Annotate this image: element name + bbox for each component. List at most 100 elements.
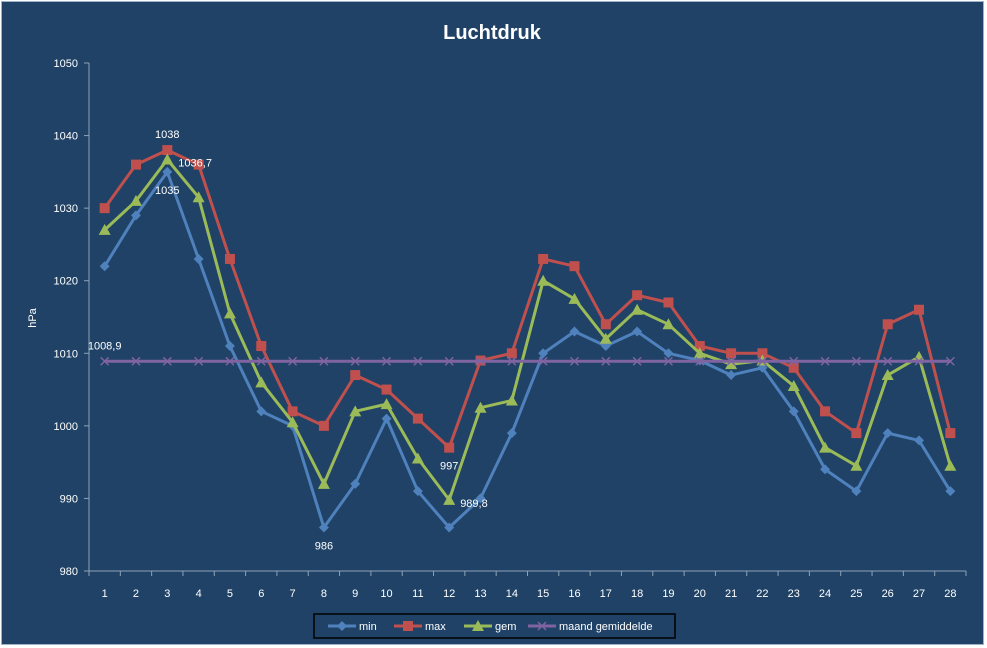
gem-point [255, 376, 268, 388]
gem-point [129, 194, 142, 206]
x-tick-label: 25 [850, 588, 862, 600]
x-tick-label: 7 [290, 588, 296, 600]
max-point [287, 406, 298, 417]
max-point [569, 261, 580, 272]
gem-point [223, 307, 236, 319]
maand-gemiddelde-point [757, 356, 767, 366]
legend: min max gem maand gemiddelde [313, 613, 676, 639]
legend-box [313, 613, 676, 639]
data-label: 989,8 [460, 498, 488, 510]
legend-entry-min: min [328, 621, 377, 633]
gem-point [850, 459, 863, 471]
maand-gemiddelde-point [382, 356, 392, 366]
legend-maand-gemiddelde-point [537, 621, 547, 631]
x-tick-label: 4 [196, 588, 202, 600]
maand-gemiddelde-point [350, 356, 360, 366]
max-point [820, 406, 831, 417]
y-tick-label: 1050 [54, 58, 78, 70]
maand-gemiddelde-point [413, 356, 423, 366]
x-tick-label: 28 [944, 588, 956, 600]
gem-point [819, 441, 832, 453]
y-tick-label: 1030 [54, 203, 78, 215]
x-tick-label: 15 [537, 588, 549, 600]
max-point [851, 428, 862, 439]
data-label: 1008,9 [88, 340, 122, 352]
min-point [820, 464, 831, 475]
x-tick-label: 16 [568, 588, 580, 600]
min-point [663, 348, 674, 359]
min-point [569, 326, 580, 337]
maand-gemiddelde-point [695, 356, 705, 366]
min-point [475, 493, 486, 504]
series-max [99, 145, 956, 453]
max-point [318, 420, 329, 431]
legend-min-point [337, 621, 347, 631]
maand-gemiddelde-point [945, 356, 955, 366]
series-layer [98, 145, 957, 533]
x-tick-label: 13 [474, 588, 486, 600]
gem-point [349, 405, 362, 417]
max-point [506, 348, 517, 359]
min-point [130, 210, 141, 221]
gem-point [881, 369, 894, 381]
y-tick-label: 1020 [54, 276, 78, 288]
maand-gemiddelde-point [632, 356, 642, 366]
min-point [193, 253, 204, 264]
maand-gemiddelde-point [507, 356, 517, 366]
min-point [318, 522, 329, 533]
min-point [945, 486, 956, 497]
min-point [412, 486, 423, 497]
gem-point [599, 332, 612, 344]
max-point [381, 384, 392, 395]
maand-gemiddelde-point [601, 356, 611, 366]
max-point [350, 370, 361, 381]
min-point [788, 406, 799, 417]
x-tick-label: 19 [662, 588, 674, 600]
min-point [444, 522, 455, 533]
maand-gemiddelde-point [288, 356, 298, 366]
maand-gemiddelde-point [256, 356, 266, 366]
legend-entry-maand-gemiddelde: maand gemiddelde [528, 621, 653, 633]
gem-point [662, 318, 675, 330]
x-tick-label: 26 [882, 588, 894, 600]
max-point [694, 341, 705, 352]
series-min [99, 166, 956, 533]
max-point [882, 319, 893, 330]
max-point [193, 159, 204, 170]
max-point [945, 428, 956, 439]
max-point [788, 362, 799, 373]
min-point [350, 478, 361, 489]
maand-gemiddelde-point [789, 356, 799, 366]
legend-gem-point [472, 620, 484, 631]
x-tick-label: 1 [102, 588, 108, 600]
data-label: 997 [440, 461, 458, 473]
max-point [256, 341, 267, 352]
max-point [99, 203, 110, 214]
legend-label: gem [495, 621, 516, 633]
max-point [663, 297, 674, 308]
y-tick-label: 990 [60, 493, 78, 505]
maand-gemiddelde-point [475, 356, 486, 366]
maand-gemiddelde-point [538, 356, 548, 366]
x-tick-label: 5 [227, 588, 233, 600]
data-label: 986 [315, 540, 333, 552]
max-line [103, 148, 952, 450]
y-tick-label: 1040 [54, 131, 78, 143]
series-maand-gemiddelde [100, 356, 955, 366]
min-point [882, 428, 893, 439]
min-line [103, 170, 952, 529]
x-tick-label: 27 [913, 588, 925, 600]
min-point [162, 166, 173, 177]
gem-point [161, 153, 174, 165]
gem-point [380, 398, 393, 410]
gem-point [286, 416, 299, 428]
x-tick-label: 9 [352, 588, 358, 600]
gem-point [505, 394, 518, 406]
gem-point [537, 274, 550, 286]
data-label: 1038 [155, 129, 179, 141]
max-point [757, 348, 768, 359]
x-tick-label: 10 [380, 588, 392, 600]
legend-max-point [403, 621, 413, 631]
